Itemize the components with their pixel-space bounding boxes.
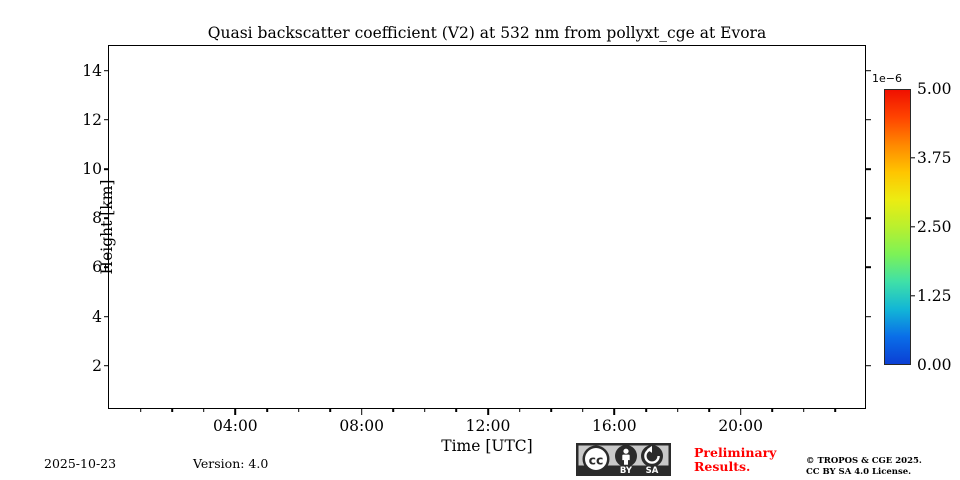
y-tick-mark [103, 69, 109, 72]
x-tick-major [487, 408, 489, 415]
x-tick-minor [771, 408, 774, 412]
y-tick-label: 6 [92, 258, 102, 277]
x-tick-minor [676, 408, 679, 412]
x-tick-label: 04:00 [212, 417, 258, 435]
x-tick-minor [266, 408, 268, 412]
footer-version: Version: 4.0 [193, 456, 269, 471]
y-tick-label: 8 [92, 209, 102, 228]
x-tick-minor [708, 408, 710, 412]
colorbar-tick-label: 0.00 [917, 356, 952, 374]
cc-badge-svg: cc BY SA [576, 443, 671, 476]
y-tick-label: 2 [92, 356, 102, 375]
x-tick-major [739, 408, 742, 415]
y-tick-label: 10 [82, 159, 102, 178]
colorbar-tick-mark [911, 295, 915, 297]
x-tick-minor [329, 408, 331, 412]
preliminary-line-1: Preliminary [694, 445, 777, 460]
colorbar-tick-label: 1.25 [917, 287, 952, 305]
y-tick-label: 4 [92, 307, 102, 326]
y-tick-mark-mirror [865, 217, 871, 219]
x-tick-minor [455, 408, 458, 412]
x-tick-major [360, 408, 363, 415]
cc-sa-label: SA [646, 466, 659, 476]
y-tick-mark-mirror [865, 118, 871, 121]
y-tick-mark-mirror [865, 266, 871, 269]
colorbar-tick-label: 3.75 [917, 149, 952, 167]
x-axis-label: Time [UTC] [441, 437, 533, 455]
x-tick-minor [803, 408, 805, 412]
x-tick-minor [424, 408, 426, 412]
y-tick-mark [103, 168, 109, 170]
x-tick-minor [202, 408, 205, 412]
copyright-note: © TROPOS & CGE 2025. CC BY SA 4.0 Licens… [806, 456, 922, 477]
y-tick-mark-mirror [865, 69, 871, 72]
colorbar-tick-label: 2.50 [917, 218, 952, 236]
colorbar[interactable]: 1e−6 0.00 1.25 2.50 3.75 5.00 [872, 72, 952, 374]
colorbar-gradient [884, 89, 911, 365]
y-tick-mark [103, 217, 109, 219]
main-axes[interactable]: Height [km] 2 4 6 8 10 12 14 04:00 08:00 12:00 16… [82, 45, 871, 435]
y-tick-mark [103, 364, 109, 367]
x-tick-minor [392, 408, 395, 412]
cc-by-label: BY [620, 466, 633, 476]
copyright-line-1: © TROPOS & CGE 2025. [806, 456, 922, 466]
y-tick-label: 14 [82, 61, 102, 80]
x-tick-label: 16:00 [591, 417, 637, 435]
y-tick-mark [103, 266, 109, 269]
x-tick-minor [518, 408, 521, 412]
x-tick-minor [645, 408, 647, 412]
x-tick-label: 20:00 [718, 417, 763, 435]
x-tick-minor [581, 408, 584, 412]
y-tick-mark-mirror [865, 364, 871, 367]
svg-text:cc: cc [589, 453, 604, 468]
x-tick-major [234, 408, 237, 415]
x-tick-label: 08:00 [339, 417, 384, 435]
y-tick-mark-mirror [865, 168, 871, 170]
cc-by-sa-license-badge-icon[interactable]: cc BY SA [576, 443, 671, 476]
preliminary-results-note: Preliminary Results. [694, 446, 776, 474]
x-tick-minor [139, 408, 142, 412]
x-tick-minor [297, 408, 300, 412]
colorbar-tick-mark [911, 157, 915, 159]
colorbar-tick-mark [911, 226, 915, 228]
x-tick-minor [550, 408, 552, 412]
y-tick-mark [103, 315, 109, 318]
y-tick-mark-mirror [865, 315, 871, 318]
footer-date: 2025-10-23 [44, 456, 117, 471]
y-tick-label: 12 [82, 110, 102, 129]
page-title: Quasi backscatter coefficient (V2) at 53… [207, 24, 767, 42]
copyright-line-2: CC BY SA 4.0 License. [806, 466, 912, 477]
x-tick-label: 12:00 [465, 417, 511, 435]
x-tick-major [613, 408, 616, 415]
y-tick-mark [103, 118, 109, 121]
plot-data-area[interactable] [109, 46, 865, 408]
colorbar-tick-label: 5.00 [917, 80, 952, 98]
x-tick-minor [834, 408, 837, 412]
x-tick-minor [171, 408, 173, 412]
colorbar-exponent-label: 1e−6 [872, 72, 902, 85]
preliminary-line-2: Results. [694, 459, 751, 474]
